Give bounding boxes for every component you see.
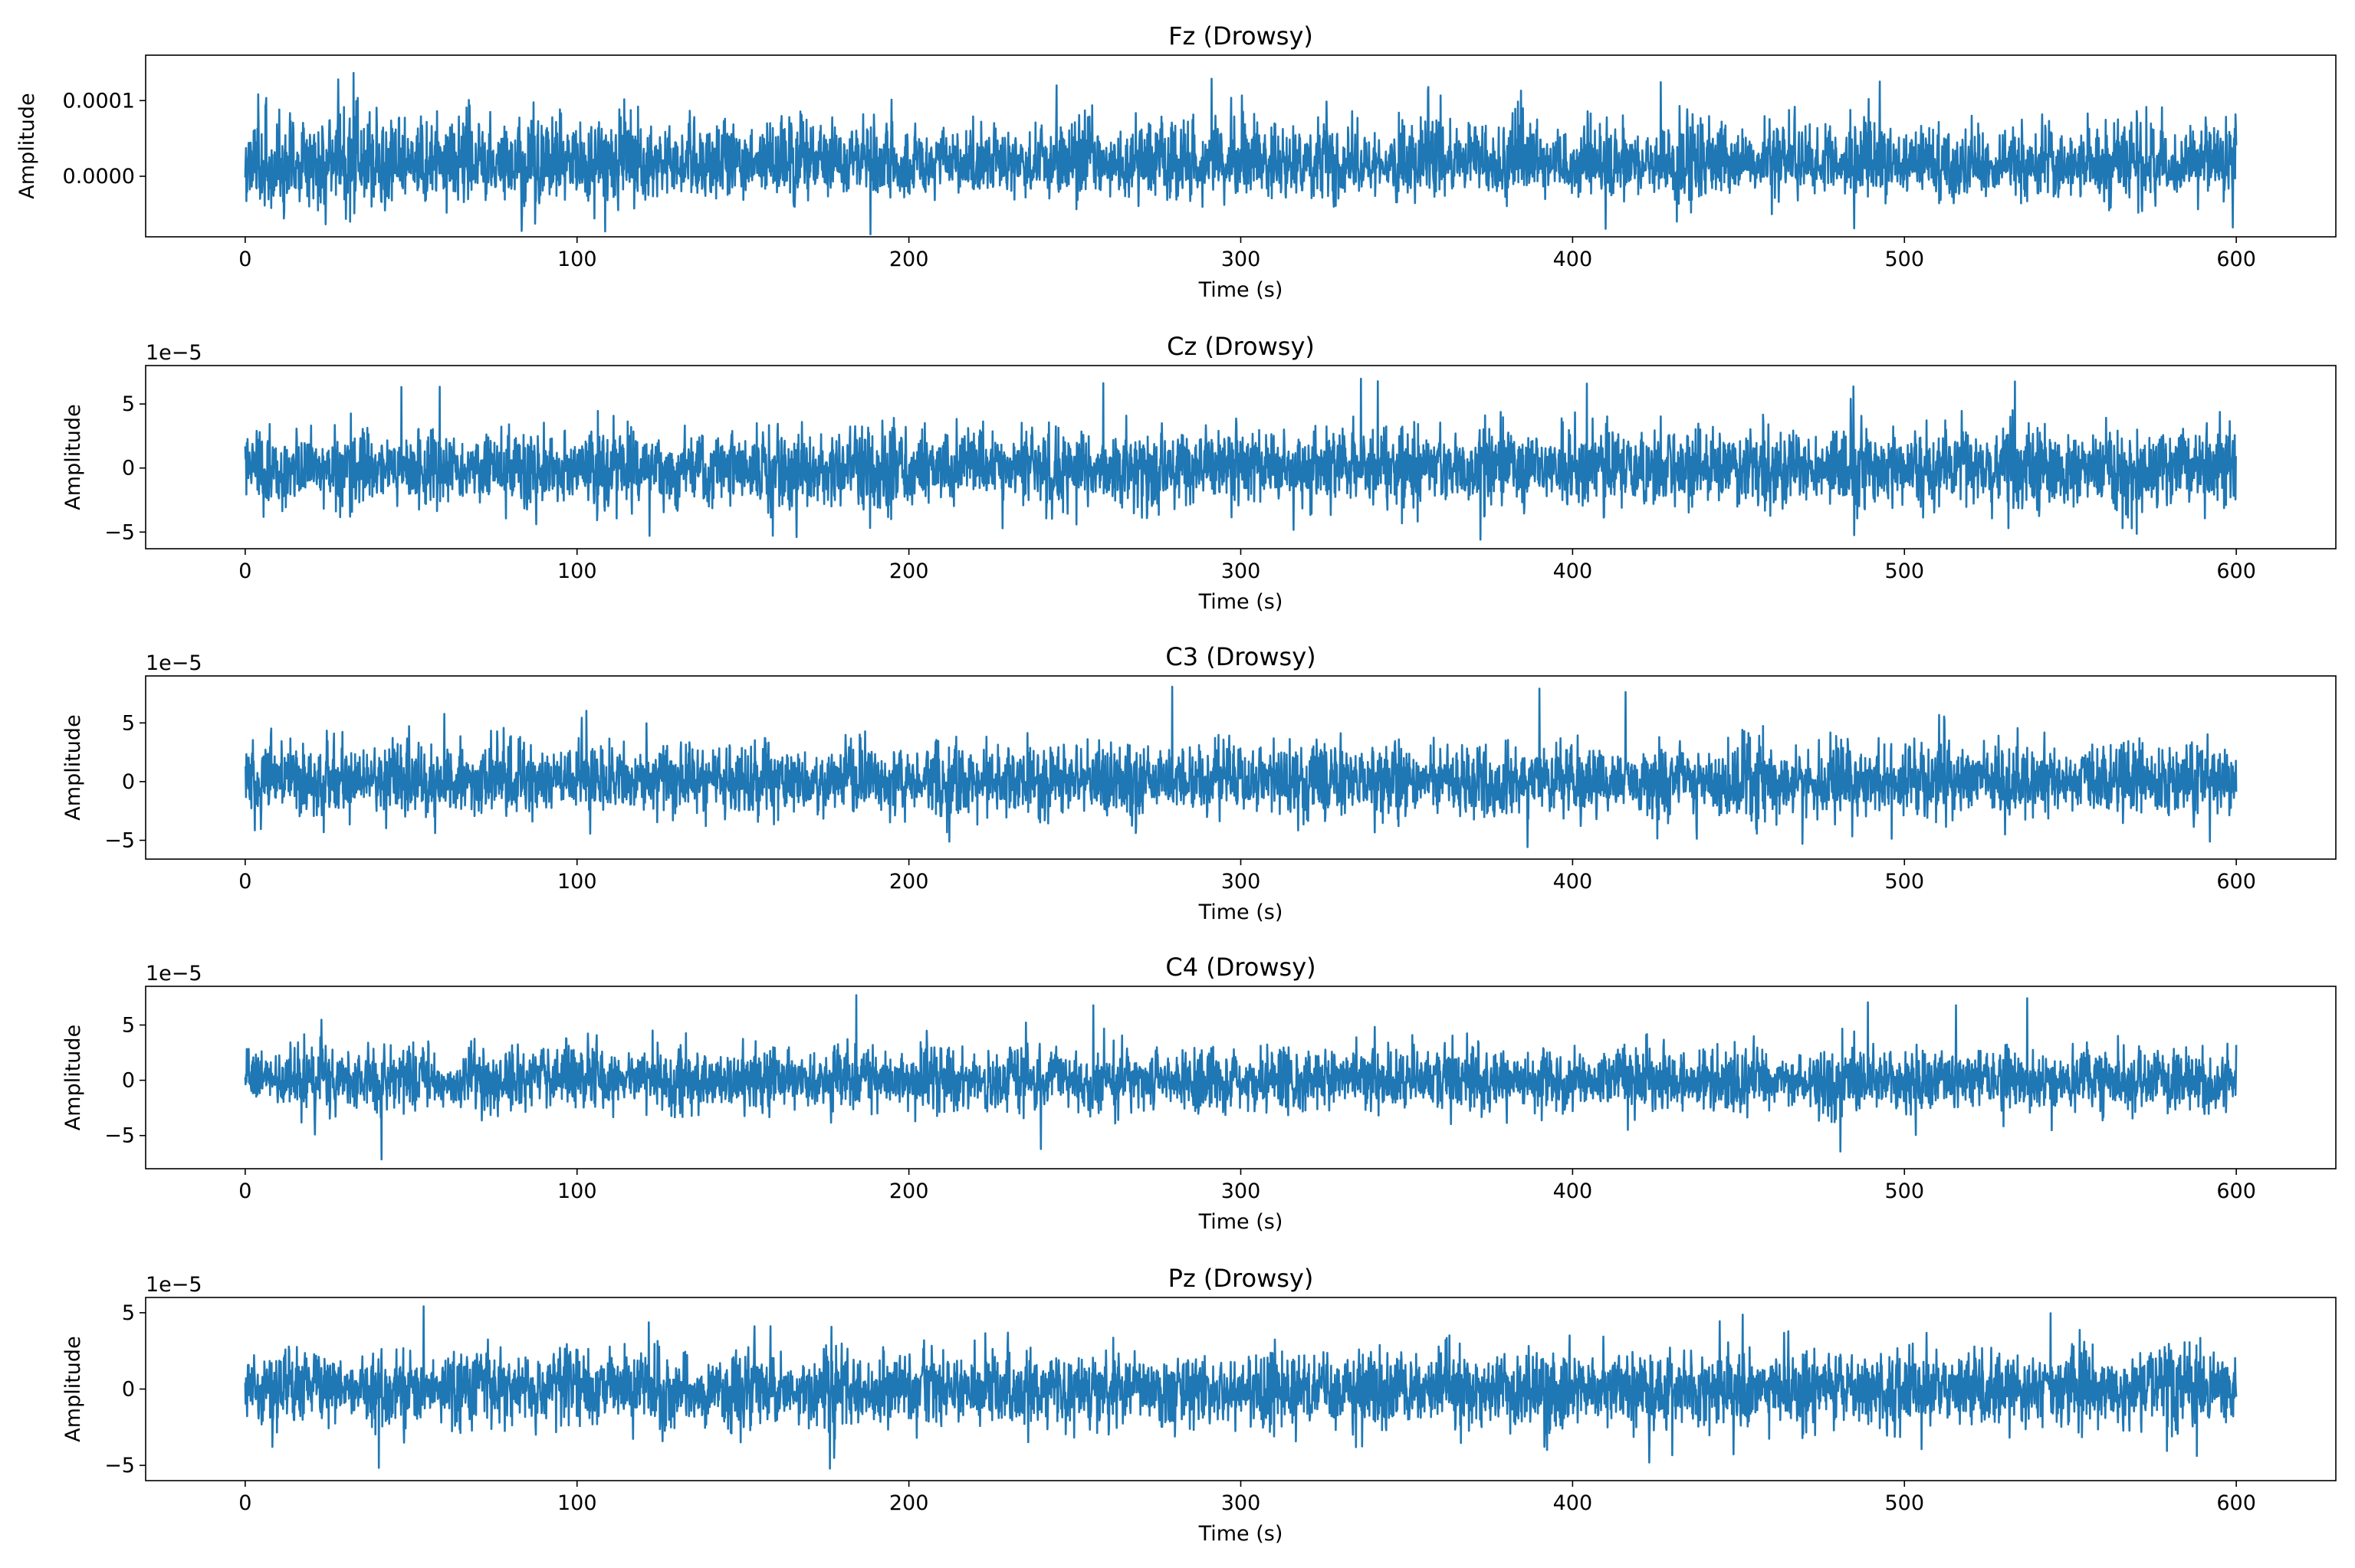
x-tick-label: 0 <box>238 1179 251 1203</box>
subplot-3: C4 (Drowsy) 0 100 200 300 400 500 600 −5 0 5 Time (… <box>61 953 2337 1234</box>
x-tick-label: 200 <box>889 1491 929 1515</box>
y-tick-label: 5 <box>122 1301 135 1325</box>
y-offset-text: 1e−5 <box>146 1273 202 1297</box>
y-tick-label: −5 <box>104 520 135 544</box>
y-offset-text: 1e−5 <box>146 341 202 365</box>
y-axis-label: Amplitude <box>61 1025 85 1130</box>
signal-line <box>244 994 2238 1161</box>
y-axis-label: Amplitude <box>61 1336 85 1442</box>
x-tick-label: 0 <box>238 248 251 271</box>
y-tick-label: 0.0000 <box>63 165 135 189</box>
subplot-4: Pz (Drowsy) 0 100 200 300 400 500 600 −5 0 5 Time (… <box>61 1264 2337 1546</box>
subplot-title: C3 (Drowsy) <box>1165 642 1315 671</box>
x-tick-label: 300 <box>1221 248 1261 271</box>
x-tick-label: 300 <box>1221 1179 1261 1203</box>
x-tick-label: 500 <box>1884 559 1924 583</box>
x-tick-label: 400 <box>1553 870 1593 894</box>
x-tick-label: 200 <box>889 870 929 894</box>
subplot-title: C4 (Drowsy) <box>1165 953 1315 982</box>
x-axis-label: Time (s) <box>1198 900 1283 924</box>
x-tick-label: 600 <box>2216 1179 2256 1203</box>
x-tick-label: 200 <box>889 1179 929 1203</box>
signal-line <box>244 685 2238 848</box>
y-tick-label: 0 <box>122 1378 135 1402</box>
x-tick-label: 100 <box>557 870 597 894</box>
signal-line <box>244 377 2238 541</box>
y-tick-label: 0 <box>122 457 135 481</box>
x-tick-label: 600 <box>2216 1491 2256 1515</box>
x-tick-label: 0 <box>238 870 251 894</box>
y-tick-label: 5 <box>122 711 135 735</box>
x-tick-label: 300 <box>1221 1491 1261 1515</box>
x-tick-label: 500 <box>1884 1491 1924 1515</box>
y-tick-label: 0 <box>122 1069 135 1093</box>
y-axis-label: Amplitude <box>61 404 85 510</box>
y-tick-label: −5 <box>104 1124 135 1148</box>
x-tick-label: 100 <box>557 559 597 583</box>
x-tick-label: 400 <box>1553 1491 1593 1515</box>
x-tick-label: 600 <box>2216 870 2256 894</box>
y-tick-label: 5 <box>122 392 135 416</box>
y-offset-text: 1e−5 <box>146 651 202 675</box>
x-tick-label: 100 <box>557 248 597 271</box>
x-axis-label: Time (s) <box>1198 1210 1283 1234</box>
y-tick-label: −5 <box>104 1454 135 1478</box>
subplot-2: C3 (Drowsy) 0 100 200 300 400 500 600 −5 0 5 Time (… <box>61 642 2337 924</box>
x-tick-label: 500 <box>1884 870 1924 894</box>
signal-line <box>244 71 2238 235</box>
y-tick-label: −5 <box>104 828 135 852</box>
x-tick-label: 0 <box>238 1491 251 1515</box>
x-tick-label: 600 <box>2216 559 2256 583</box>
x-tick-label: 200 <box>889 559 929 583</box>
x-tick-label: 400 <box>1553 248 1593 271</box>
x-tick-label: 400 <box>1553 559 1593 583</box>
signal-line <box>244 1305 2238 1470</box>
y-tick-label: 0.0001 <box>63 89 135 113</box>
x-tick-label: 0 <box>238 559 251 583</box>
y-tick-label: 5 <box>122 1013 135 1037</box>
subplot-title: Pz (Drowsy) <box>1168 1264 1314 1293</box>
x-axis-label: Time (s) <box>1198 590 1283 614</box>
x-tick-label: 500 <box>1884 248 1924 271</box>
subplot-1: Cz (Drowsy) 0 100 200 300 400 500 600 −5 0 5 Time (… <box>61 332 2337 614</box>
x-tick-label: 300 <box>1221 559 1261 583</box>
x-tick-label: 300 <box>1221 870 1261 894</box>
x-tick-label: 100 <box>557 1491 597 1515</box>
x-axis-label: Time (s) <box>1198 1522 1283 1546</box>
x-tick-label: 400 <box>1553 1179 1593 1203</box>
x-tick-label: 500 <box>1884 1179 1924 1203</box>
subplot-0: Fz (Drowsy) 0 100 200 300 400 500 600 0.0000 0.00… <box>15 21 2337 302</box>
y-tick-label: 0 <box>122 770 135 794</box>
x-tick-label: 100 <box>557 1179 597 1203</box>
y-axis-label: Amplitude <box>61 714 85 820</box>
y-axis-label: Amplitude <box>15 93 39 198</box>
y-offset-text: 1e−5 <box>146 962 202 986</box>
x-tick-label: 600 <box>2216 248 2256 271</box>
subplot-title: Cz (Drowsy) <box>1167 332 1315 361</box>
x-axis-label: Time (s) <box>1198 278 1283 302</box>
subplot-title: Fz (Drowsy) <box>1168 21 1313 51</box>
x-tick-label: 200 <box>889 248 929 271</box>
